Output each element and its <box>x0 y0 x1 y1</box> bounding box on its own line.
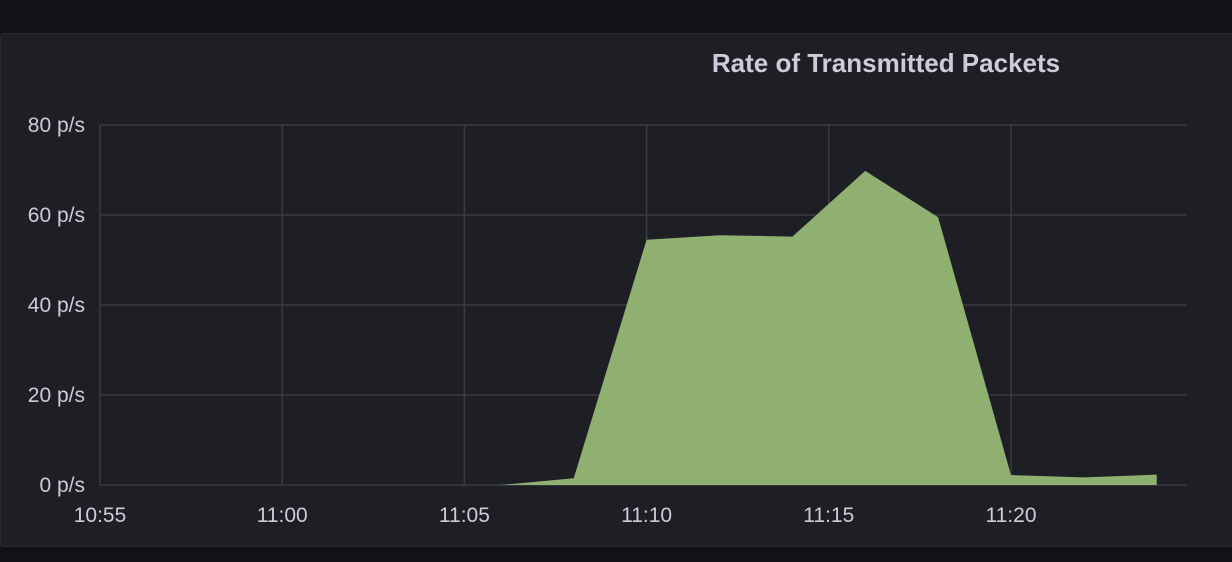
y-tick-label: 40 p/s <box>28 294 85 317</box>
y-tick-label: 20 p/s <box>28 384 85 407</box>
x-tick-label: 11:20 <box>986 504 1037 527</box>
y-tick-label: 0 p/s <box>39 474 85 497</box>
y-axis: 0 p/s 20 p/s 40 p/s 60 p/s 80 p/s <box>28 114 85 497</box>
data-area-layer <box>500 170 1157 485</box>
chart-panel: Rate of Transmitted Packets 0 p/s 20 p/s 4… <box>0 33 1232 547</box>
x-tick-label: 10:55 <box>74 504 127 527</box>
series-area <box>500 170 1157 485</box>
x-tick-label: 11:00 <box>257 504 308 527</box>
x-tick-label: 11:10 <box>621 504 672 527</box>
y-tick-label: 80 p/s <box>28 114 85 137</box>
x-tick-label: 11:05 <box>439 504 490 527</box>
area-chart: 0 p/s 20 p/s 40 p/s 60 p/s 80 p/s 10:55 11:00… <box>28 114 1187 527</box>
y-tick-label: 60 p/s <box>28 204 85 227</box>
x-tick-label: 11:15 <box>803 504 854 527</box>
x-axis: 10:55 11:00 11:05 11:10 11:15 11:20 <box>74 504 1037 527</box>
